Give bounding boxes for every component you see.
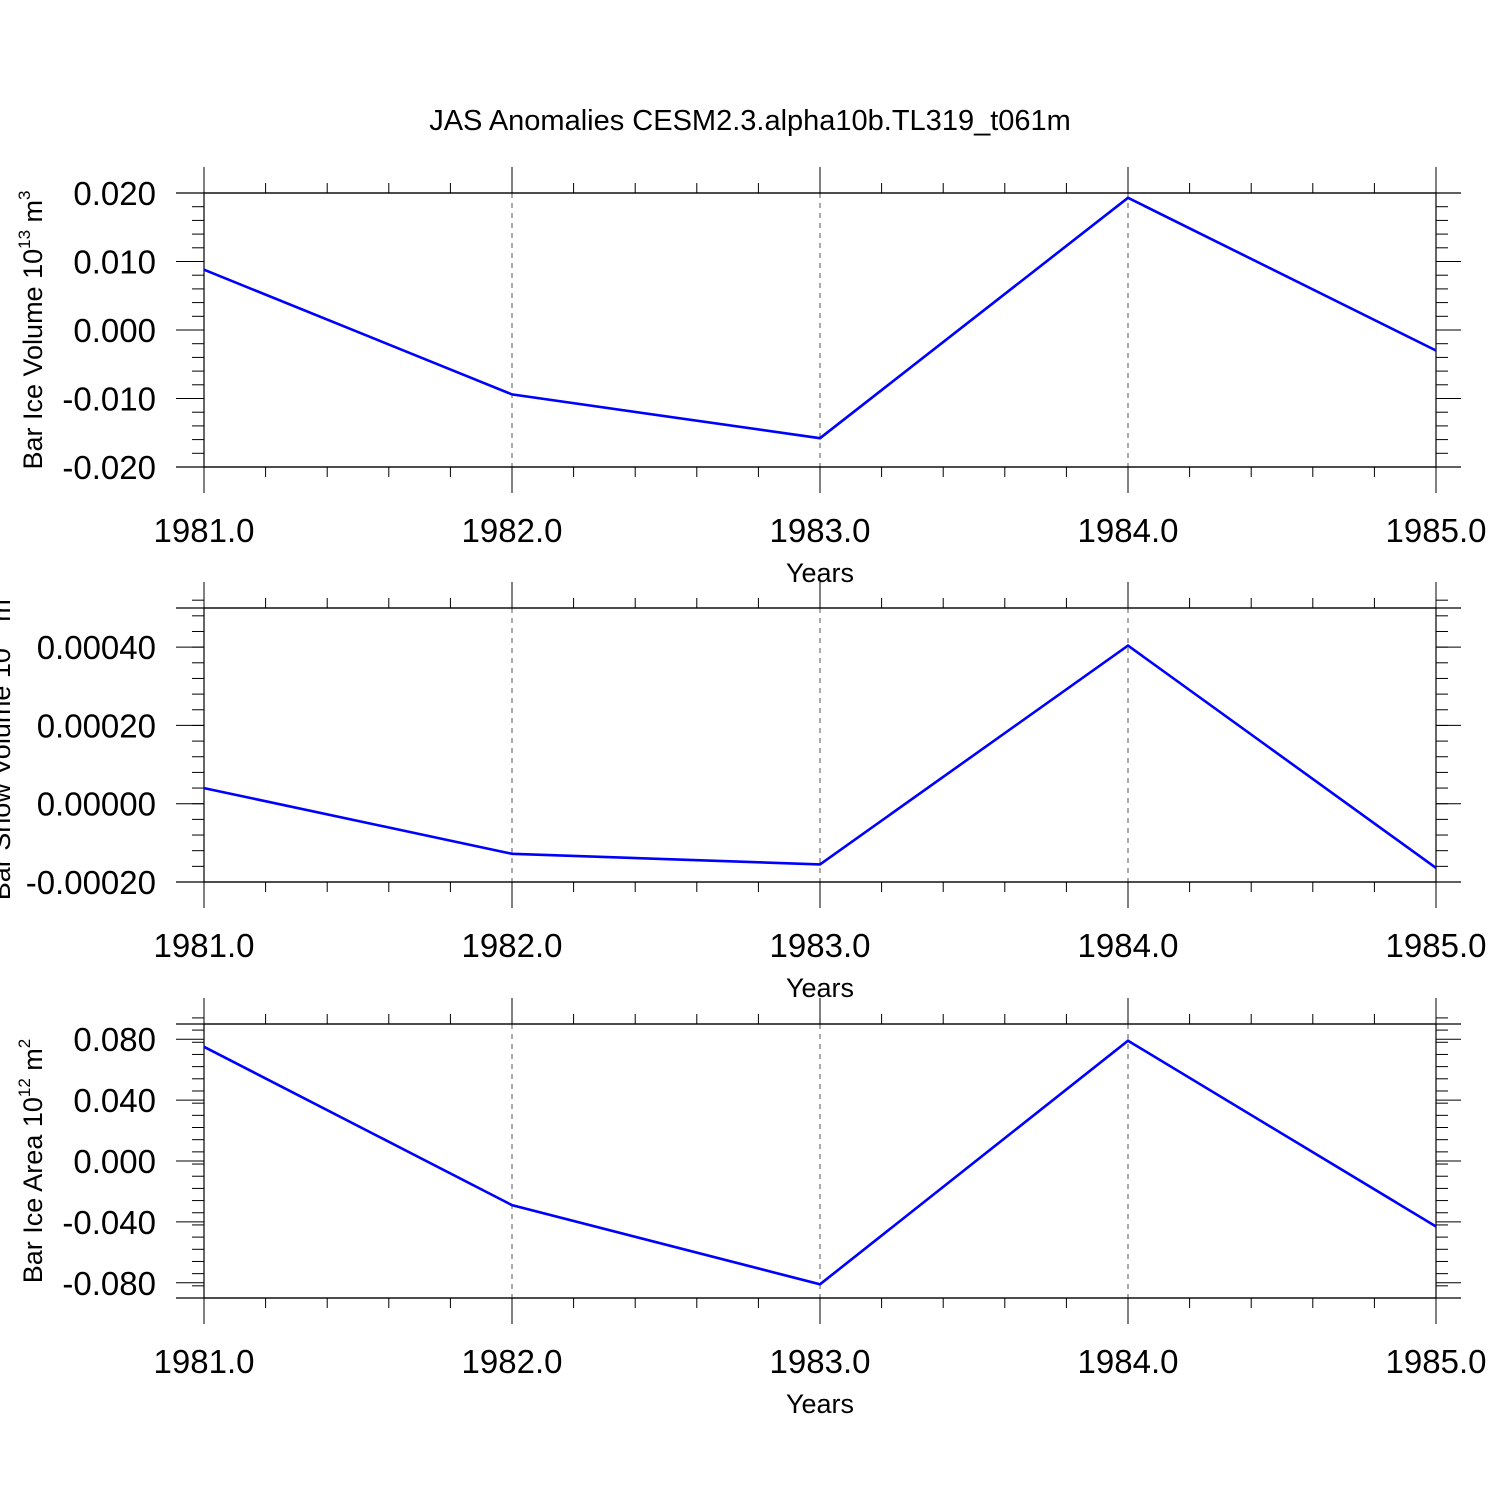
x-axis-title: Years [786,1389,854,1419]
series-line-1 [203,644,1437,869]
chart-panel-2: 1981.0 1982.0 1983.0 1984.0 1985.0 0.00040 0.0… [0,582,1486,1003]
y-tick-label: 0.080 [73,1021,156,1058]
y-axis-title: Bar Snow Volume 1013 m3 [0,590,16,901]
y-tick-label: 0.00020 [37,707,156,744]
series-line-1 [203,1039,1437,1286]
x-tick-label: 1981.0 [154,512,255,549]
x-tick-label: 1985.0 [1386,927,1487,964]
y-tick-label: 0.000 [73,1143,156,1180]
y-tick-label: 0.040 [73,1082,156,1119]
x-tick-label: 1985.0 [1386,512,1487,549]
y-tick-label: -0.010 [62,381,156,418]
x-tick-label: 1983.0 [770,927,871,964]
y-tick-label: 0.010 [73,244,156,281]
x-tick-label: 1983.0 [770,512,871,549]
x-tick-label: 1984.0 [1078,512,1179,549]
y-tick-label: -0.040 [62,1204,156,1241]
panels-container: 1981.0 1982.0 1983.0 1984.0 1985.0 0.020 0.010… [0,167,1486,1419]
y-tick-label: -0.020 [62,449,156,486]
x-tick-label: 1984.0 [1078,1343,1179,1380]
x-tick-label: 1982.0 [462,1343,563,1380]
y-tick-label: -0.080 [62,1265,156,1302]
chart-panel-1: 1981.0 1982.0 1983.0 1984.0 1985.0 0.020 0.010… [15,167,1486,588]
x-tick-label: 1982.0 [462,927,563,964]
y-tick-label: -0.00020 [26,864,156,901]
y-tick-label: 0.000 [73,312,156,349]
y-axis-title: Bar Ice Volume 1013 m3 [15,190,48,469]
figure-title: JAS Anomalies CESM2.3.alpha10b.TL319_t06… [429,105,1071,137]
y-tick-label: 0.00040 [37,629,156,666]
y-tick-label: 0.020 [73,175,156,212]
chart-panel-3: 1981.0 1982.0 1983.0 1984.0 1985.0 0.080 0.040… [15,998,1486,1419]
x-tick-label: 1981.0 [154,927,255,964]
series-line-1 [203,196,1437,440]
y-axis-title: Bar Ice Area 1012 m2 [15,1039,48,1284]
x-tick-label: 1984.0 [1078,927,1179,964]
x-tick-label: 1985.0 [1386,1343,1487,1380]
x-tick-label: 1982.0 [462,512,563,549]
x-tick-label: 1981.0 [154,1343,255,1380]
y-tick-label: 0.00000 [37,786,156,823]
x-tick-label: 1983.0 [770,1343,871,1380]
